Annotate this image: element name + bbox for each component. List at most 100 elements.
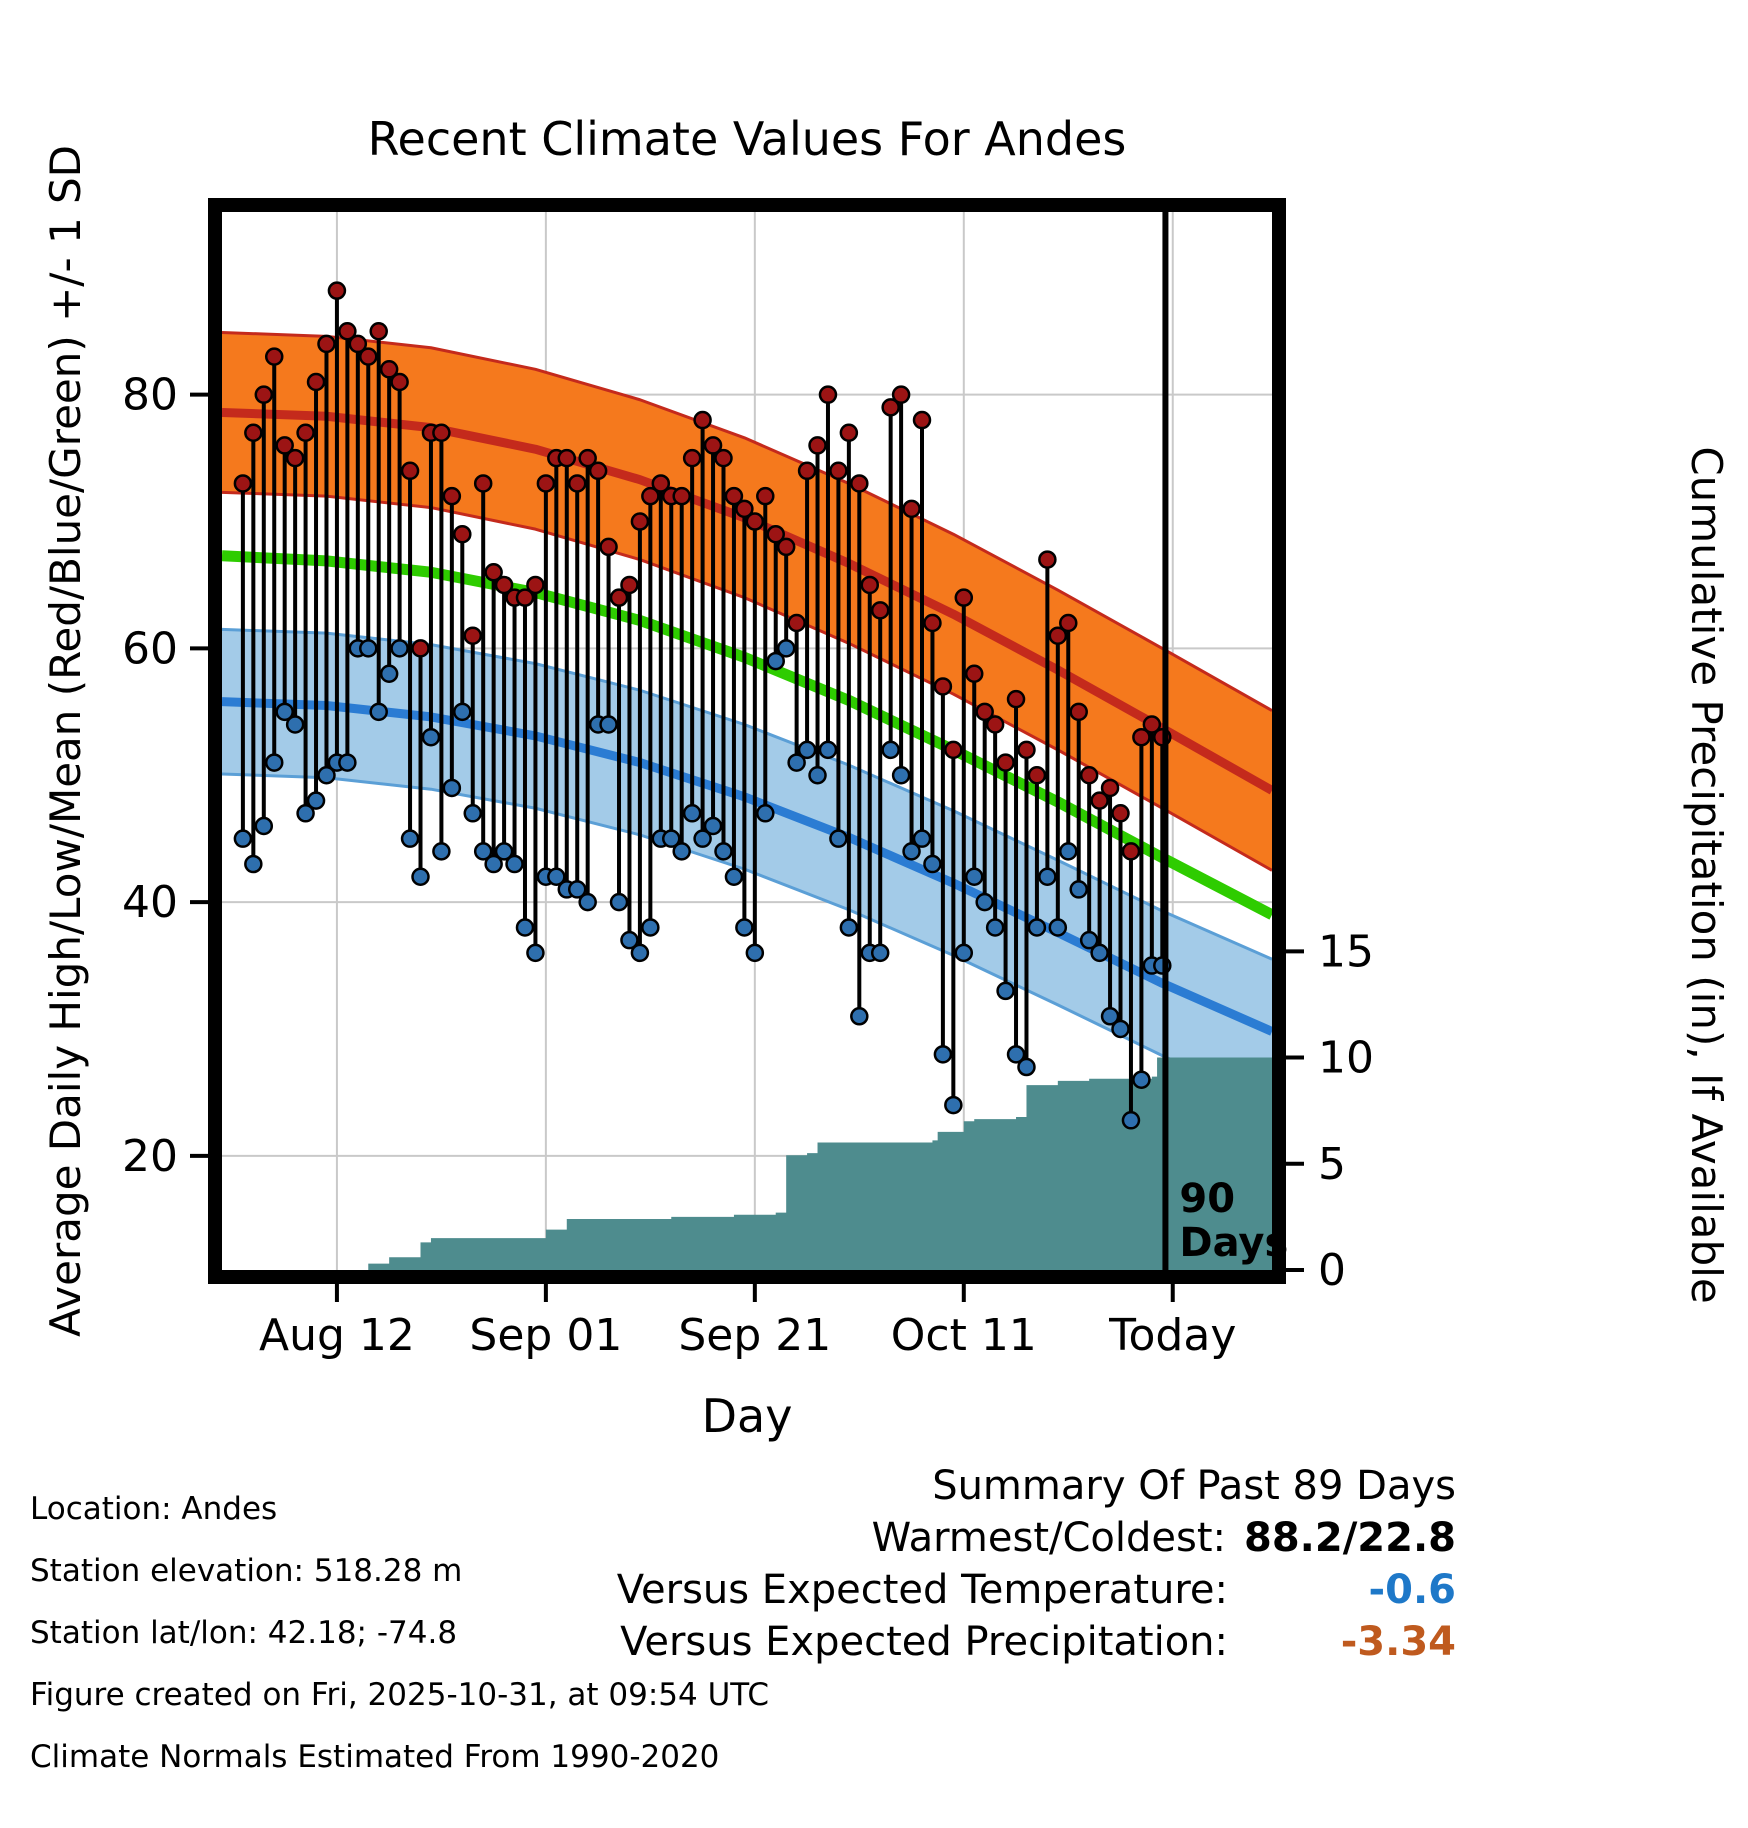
daily-low-dot (463, 804, 482, 823)
daily-low-dot (473, 842, 493, 861)
daily-high-dot (494, 575, 514, 595)
y-left-tick-label: 80 (122, 370, 178, 421)
high-band-upper-edge (222, 331, 1272, 712)
daily-range-bars (233, 281, 1172, 1130)
daily-high-dot (839, 423, 859, 442)
summary-label-vs-temperature: Versus Expected Temperature: (616, 1567, 1228, 1613)
daily-low-dot (1121, 1111, 1141, 1130)
daily-low-dot (850, 1007, 869, 1026)
daily-high-dot (1017, 740, 1036, 760)
ninety-day-label: Days (1179, 1220, 1288, 1266)
daily-high-dot (1048, 626, 1068, 645)
daily-high-dot (1132, 727, 1151, 747)
daily-high-dot (891, 385, 911, 404)
cumulative-precip-area (222, 1057, 1272, 1270)
x-axis-label: Day (702, 1389, 793, 1443)
daily-low-dot (547, 867, 566, 886)
daily-high-dot (588, 461, 608, 481)
summary-value-1: -0.6 (1368, 1567, 1456, 1613)
daily-low-dot (714, 842, 733, 861)
y-left-tick-label: 20 (122, 1131, 178, 1182)
daily-low-dot (599, 715, 618, 734)
daily-high-dot (641, 486, 660, 506)
daily-high-dot (400, 461, 420, 481)
summary-row-vs-precipitation: Versus Expected Precipitation: -3.34 (617, 1616, 1456, 1668)
daily-low-dot (766, 651, 785, 671)
daily-low-dot (944, 1095, 963, 1115)
summary-label-vs-precipitation: Versus Expected Precipitation: (620, 1619, 1228, 1665)
daily-high-dot (923, 613, 942, 633)
daily-high-dot (985, 715, 1005, 734)
daily-high-dot (1027, 766, 1047, 785)
chart-title: Recent Climate Values For Andes (368, 112, 1127, 166)
daily-high-dot (567, 474, 587, 493)
daily-high-dot (609, 588, 629, 607)
daily-low-dot (818, 740, 838, 760)
daily-low-dot (745, 943, 765, 963)
daily-high-dot (787, 613, 806, 633)
daily-high-dot (630, 512, 650, 531)
daily-low-dot (338, 753, 357, 772)
climate-normals-note: Climate Normals Estimated From 1990-2020 (30, 1739, 720, 1775)
daily-low-dot (985, 918, 1005, 937)
station-latlon: Station lat/lon: 42.18; -74.8 (30, 1615, 458, 1651)
daily-high-dot (515, 588, 535, 607)
daily-high-dot (933, 677, 953, 696)
daily-high-dot (264, 347, 284, 366)
daily-low-dot (453, 702, 472, 722)
daily-low-dot (442, 778, 462, 798)
daily-high-dot (536, 474, 556, 493)
daily-low-dot (1059, 842, 1078, 861)
daily-low-dot (756, 804, 775, 823)
daily-high-dot (964, 664, 984, 684)
daily-high-dot (306, 372, 326, 392)
daily-high-dot (1090, 791, 1109, 810)
y-axis-label-left: Average Daily High/Low/Mean (Red/Blue/Gr… (41, 145, 90, 1337)
daily-low-dot (672, 842, 691, 861)
summary-value-0: 88.2/22.8 (1244, 1515, 1456, 1561)
x-tick-label: Oct 11 (891, 1310, 1037, 1361)
daily-low-dot (505, 854, 524, 874)
daily-high-dot (244, 423, 263, 442)
daily-high-dot (996, 753, 1015, 772)
daily-low-dot (264, 753, 284, 772)
daily-high-dot (881, 398, 900, 417)
daily-low-dot (923, 854, 942, 874)
daily-low-dot (797, 740, 817, 760)
daily-low-dot (735, 918, 754, 937)
daily-high-dot (233, 474, 253, 493)
axis-ticks (190, 392, 1304, 1302)
daily-low-dot (881, 740, 900, 760)
daily-high-dot (902, 499, 921, 519)
daily-low-dot (724, 867, 744, 886)
daily-high-dot (818, 385, 838, 404)
summary-row-warmest-coldest: Warmest/Coldest: 88.2/22.8 (617, 1512, 1456, 1564)
daily-low-dot (620, 930, 639, 950)
daily-high-dot (944, 740, 963, 760)
daily-low-dot (641, 918, 660, 937)
daily-low-dot (954, 943, 974, 963)
daily-high-dot (714, 448, 733, 468)
summary-value-2: -3.34 (1340, 1619, 1456, 1665)
station-location: Location: Andes (30, 1491, 278, 1527)
daily-high-dot (1038, 550, 1057, 569)
daily-high-dot (912, 410, 932, 430)
daily-high-dot (275, 436, 294, 455)
daily-low-dot (776, 639, 796, 658)
daily-high-dot (390, 372, 409, 392)
daily-low-dot (1027, 918, 1047, 937)
daily-high-dot (484, 563, 503, 582)
daily-high-dot (766, 524, 785, 544)
daily-high-dot (850, 474, 869, 493)
x-tick-label: Aug 12 (259, 1310, 415, 1361)
daily-low-dot (996, 981, 1015, 1001)
daily-high-dot (797, 461, 817, 481)
daily-low-dot (933, 1045, 953, 1064)
daily-high-dot (442, 486, 462, 506)
daily-high-dot (1100, 778, 1120, 798)
daily-high-dot (672, 486, 691, 506)
daily-high-dot (473, 474, 493, 493)
daily-low-dot (567, 880, 587, 899)
daily-high-dot (1069, 702, 1088, 722)
y-left-tick-label: 40 (122, 877, 178, 928)
